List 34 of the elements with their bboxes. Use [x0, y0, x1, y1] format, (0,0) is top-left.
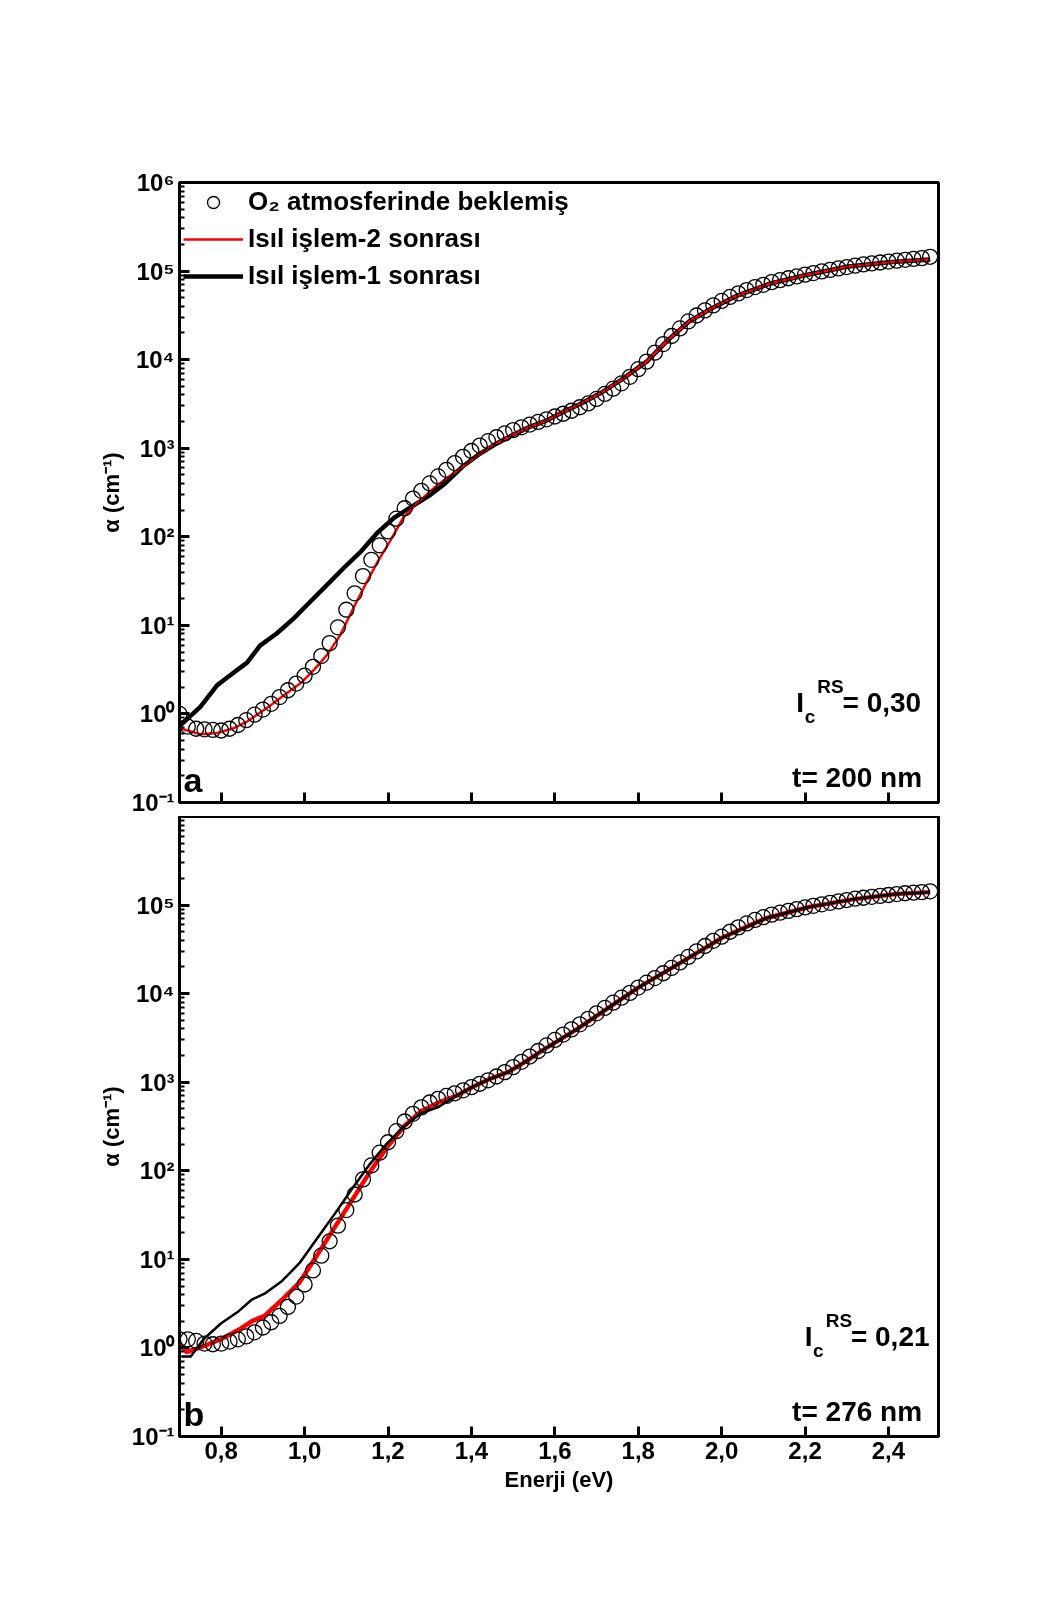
y-tick-label: 10¹ — [139, 611, 175, 639]
y-tick-label: 10⁻¹ — [131, 1423, 175, 1450]
y-tick-label: 10⁵ — [136, 257, 175, 285]
annotation: b — [183, 1394, 205, 1433]
y-tick-label: 10² — [139, 523, 175, 551]
y-tick-label: 10⁴ — [135, 346, 175, 374]
x-tick-label: 2,0 — [704, 1436, 739, 1464]
x-tick-label: 1,6 — [538, 1436, 572, 1464]
y-tick-label: 10⁰ — [139, 700, 176, 728]
x-axis-title: Enerji (eV) — [504, 1466, 614, 1492]
legend-label: Isıl işlem-2 sonrası — [248, 223, 481, 254]
y-tick-label: 10⁶ — [136, 169, 175, 196]
x-tick-label: 0,8 — [204, 1436, 238, 1464]
y-tick-label: 10³ — [139, 1068, 175, 1096]
y-tick-label: 10⁰ — [139, 1334, 176, 1362]
y-tick-label: 10⁻¹ — [131, 789, 175, 816]
y-tick-label: 10⁵ — [136, 891, 175, 919]
annotation: a — [183, 760, 204, 799]
y-tick-label: 10³ — [139, 434, 175, 462]
x-tick-label: 1,2 — [371, 1436, 405, 1464]
annotation: t= 276 nm — [792, 1395, 923, 1427]
y-tick-label: 10¹ — [139, 1245, 175, 1273]
x-tick-label: 1,0 — [287, 1436, 322, 1464]
y-axis-title: α (cm⁻¹) — [98, 452, 124, 533]
x-tick-label: 2,4 — [871, 1436, 906, 1464]
y-tick-label: 10⁴ — [135, 980, 175, 1008]
y-tick-label: 10² — [139, 1157, 175, 1185]
x-tick-label: 1,4 — [454, 1436, 489, 1464]
x-tick-label: 2,2 — [788, 1436, 822, 1464]
legend-label: O₂ atmosferinde beklemiş — [248, 186, 569, 217]
y-axis-title: α (cm⁻¹) — [98, 1086, 124, 1167]
legend-label: Isıl işlem-1 sonrası — [248, 260, 481, 291]
annotation: t= 200 nm — [792, 761, 923, 793]
x-tick-label: 1,8 — [621, 1436, 655, 1464]
